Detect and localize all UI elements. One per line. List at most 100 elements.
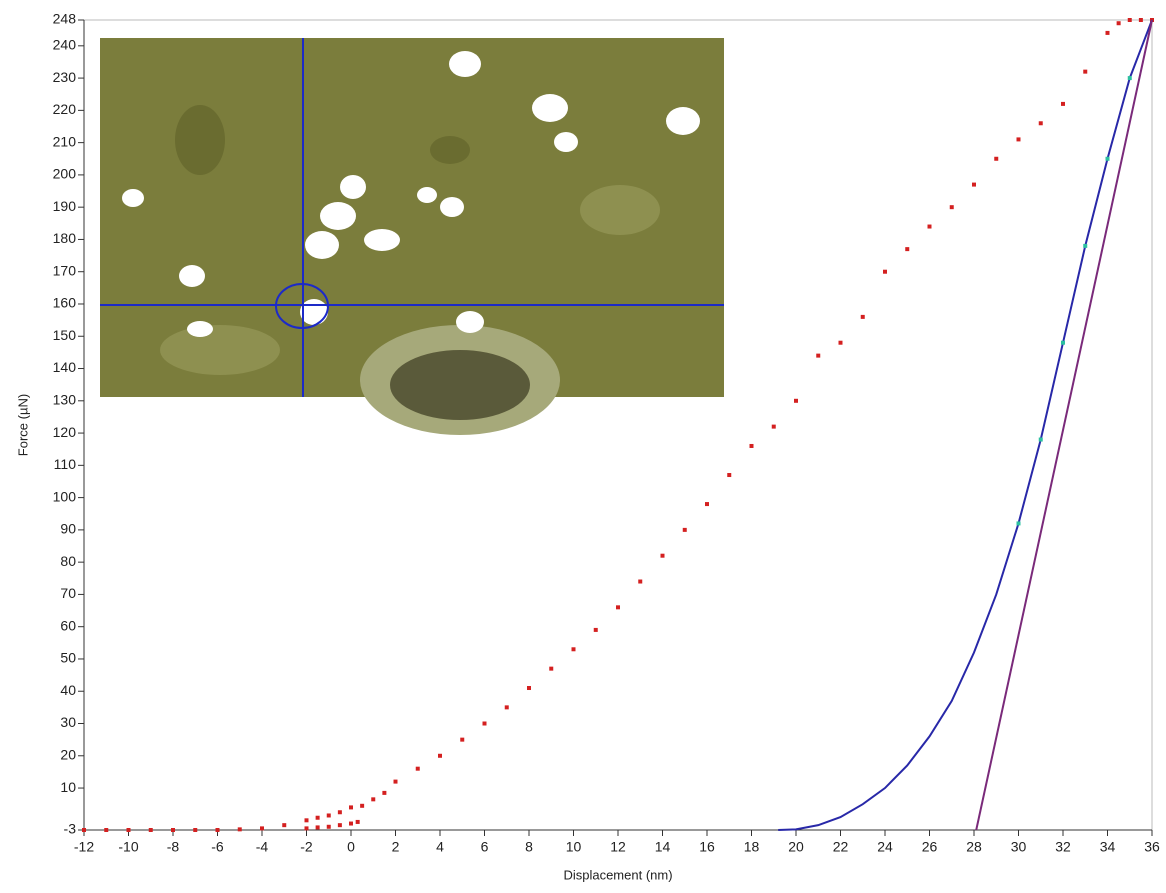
data-point	[149, 828, 153, 832]
y-tick-label: 60	[60, 617, 76, 633]
y-tick-label: 170	[53, 262, 77, 278]
x-tick-label: 28	[966, 839, 982, 855]
x-tick-label: -12	[74, 839, 94, 855]
y-tick-label: 180	[53, 230, 77, 246]
data-point	[1039, 121, 1043, 125]
data-point	[338, 810, 342, 814]
data-point	[772, 425, 776, 429]
x-tick-label: -10	[118, 839, 138, 855]
y-tick-label: 140	[53, 359, 77, 375]
y-tick-label: 90	[60, 521, 76, 537]
data-point	[305, 818, 309, 822]
data-point	[1039, 438, 1043, 442]
y-tick-label: 40	[60, 682, 76, 698]
y-tick-label: 150	[53, 327, 77, 343]
x-tick-label: 4	[436, 839, 444, 855]
data-point	[1061, 102, 1065, 106]
data-point	[1083, 70, 1087, 74]
y-tick-label: 30	[60, 714, 76, 730]
y-tick-label: 200	[53, 166, 77, 182]
data-point	[1139, 18, 1143, 22]
data-point	[282, 823, 286, 827]
data-point	[460, 738, 464, 742]
data-point	[705, 502, 709, 506]
data-point	[727, 473, 731, 477]
x-tick-label: 6	[481, 839, 489, 855]
x-tick-label: 30	[1011, 839, 1027, 855]
data-point	[594, 628, 598, 632]
x-tick-label: 22	[833, 839, 849, 855]
data-point	[616, 605, 620, 609]
x-tick-label: 24	[877, 839, 893, 855]
data-point	[1106, 31, 1110, 35]
data-point	[193, 828, 197, 832]
y-tick-label: 160	[53, 295, 77, 311]
y-tick-label: 210	[53, 133, 77, 149]
data-point	[327, 813, 331, 817]
y-tick-label: 230	[53, 69, 77, 85]
y-tick-label: 70	[60, 585, 76, 601]
page: Force (µN) Displacement (nm) -3102030405…	[0, 0, 1166, 893]
x-tick-label: 36	[1144, 839, 1160, 855]
data-point	[82, 828, 86, 832]
x-tick-label: 0	[347, 839, 355, 855]
data-point	[549, 667, 553, 671]
x-tick-label: -6	[211, 839, 224, 855]
data-point	[356, 820, 360, 824]
inset-image	[100, 38, 724, 435]
y-tick-label: 248	[53, 11, 77, 27]
x-tick-label: -4	[256, 839, 269, 855]
data-point	[950, 205, 954, 209]
data-point	[316, 816, 320, 820]
x-tick-label: 32	[1055, 839, 1071, 855]
data-point	[349, 822, 353, 826]
data-point	[416, 767, 420, 771]
y-tick-label: 50	[60, 650, 76, 666]
data-point	[1017, 137, 1021, 141]
data-point	[382, 791, 386, 795]
x-tick-label: -2	[300, 839, 313, 855]
data-point	[883, 270, 887, 274]
data-point	[1106, 157, 1110, 161]
x-tick-label: 18	[744, 839, 760, 855]
data-point	[905, 247, 909, 251]
y-tick-label: -3	[64, 821, 77, 837]
data-point	[1017, 521, 1021, 525]
data-point	[816, 354, 820, 358]
data-point	[360, 804, 364, 808]
chart: Force (µN) Displacement (nm) -3102030405…	[0, 0, 1166, 888]
x-tick-label: 20	[788, 839, 804, 855]
data-point	[1128, 18, 1132, 22]
x-tick-label: 14	[655, 839, 671, 855]
data-point	[661, 554, 665, 558]
data-point	[371, 797, 375, 801]
data-point	[505, 705, 509, 709]
data-point	[104, 828, 108, 832]
x-tick-label: 16	[699, 839, 715, 855]
y-axis-title: Force (µN)	[15, 394, 30, 456]
data-point	[928, 225, 932, 229]
data-point	[972, 183, 976, 187]
data-point	[171, 828, 175, 832]
x-tick-label: 26	[922, 839, 938, 855]
data-point	[638, 580, 642, 584]
x-tick-label: -8	[167, 839, 180, 855]
data-point	[327, 825, 331, 829]
data-point	[316, 825, 320, 829]
data-point	[1083, 244, 1087, 248]
x-tick-label: 8	[525, 839, 533, 855]
data-point	[1061, 341, 1065, 345]
data-point	[305, 826, 309, 830]
y-tick-label: 80	[60, 553, 76, 569]
y-tick-label: 10	[60, 779, 76, 795]
y-tick-label: 240	[53, 37, 77, 53]
y-tick-label: 110	[54, 456, 77, 472]
data-point	[127, 828, 131, 832]
y-tick-label: 130	[53, 391, 77, 407]
y-tick-label: 100	[53, 488, 77, 504]
data-point	[794, 399, 798, 403]
data-point	[338, 823, 342, 827]
data-point	[839, 341, 843, 345]
x-tick-label: 34	[1100, 839, 1116, 855]
data-point	[750, 444, 754, 448]
